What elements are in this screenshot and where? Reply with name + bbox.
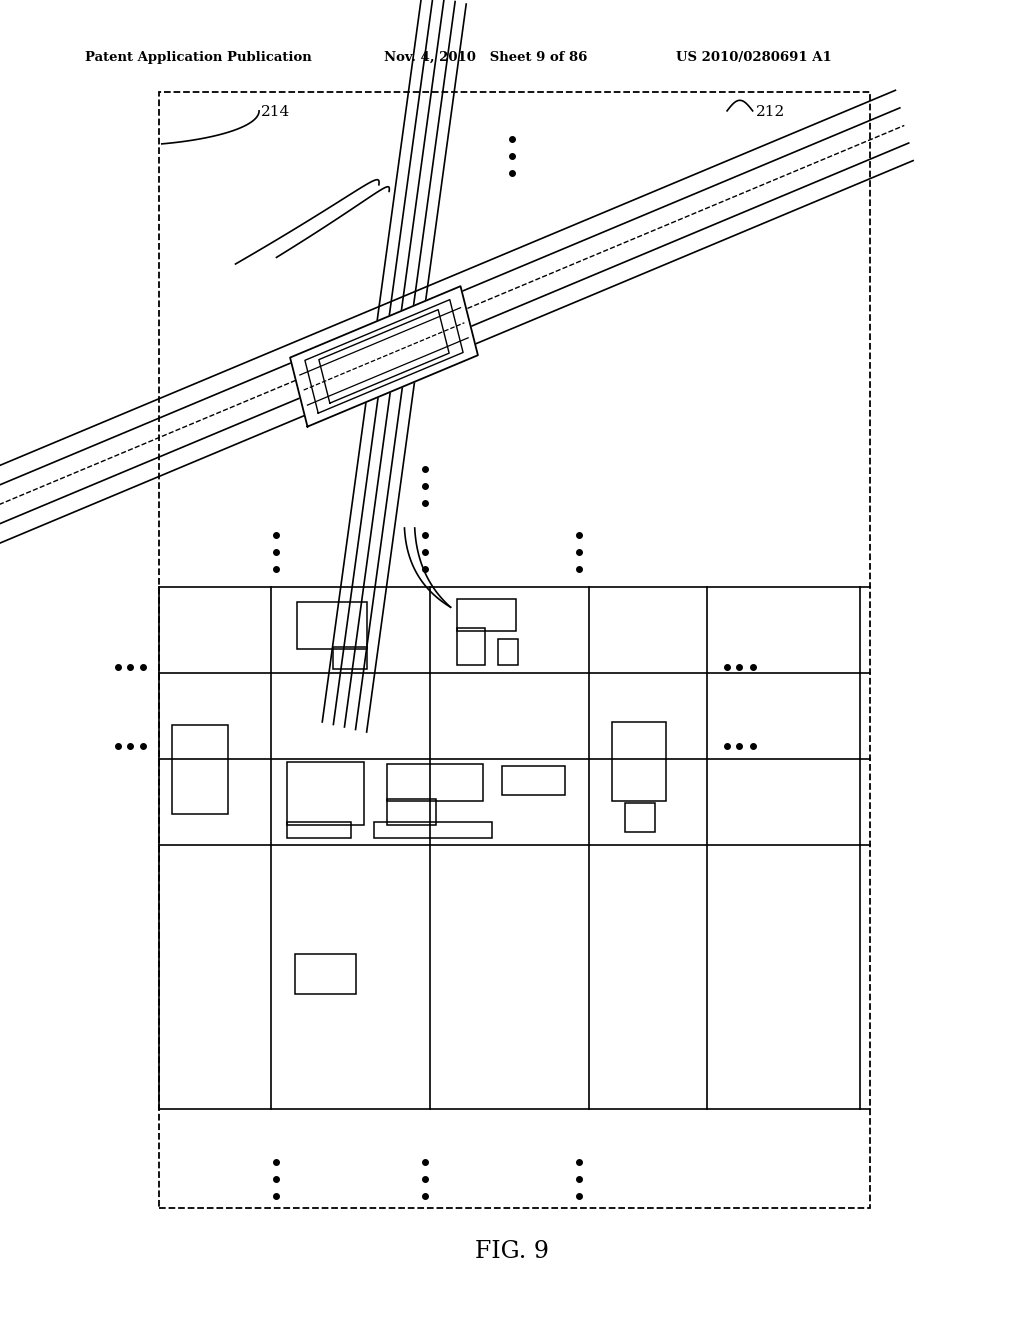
Bar xyxy=(333,647,367,669)
Bar xyxy=(457,599,516,631)
Bar xyxy=(287,822,351,838)
Bar xyxy=(287,762,364,825)
Bar xyxy=(172,725,228,814)
Bar xyxy=(387,764,483,801)
Bar xyxy=(295,954,356,994)
Text: 214: 214 xyxy=(261,106,291,119)
Bar xyxy=(159,92,870,1208)
Bar xyxy=(498,639,518,665)
Bar xyxy=(457,628,485,665)
Bar xyxy=(387,799,436,825)
Bar xyxy=(374,822,492,838)
Text: US 2010/0280691 A1: US 2010/0280691 A1 xyxy=(676,50,831,63)
Text: 212: 212 xyxy=(756,106,785,119)
Text: Nov. 4, 2010   Sheet 9 of 86: Nov. 4, 2010 Sheet 9 of 86 xyxy=(384,50,588,63)
Polygon shape xyxy=(290,286,478,426)
Bar xyxy=(612,722,666,801)
Text: Patent Application Publication: Patent Application Publication xyxy=(85,50,311,63)
Text: FIG. 9: FIG. 9 xyxy=(475,1239,549,1263)
Bar xyxy=(625,803,655,832)
Bar xyxy=(502,766,565,795)
Bar xyxy=(297,602,367,649)
